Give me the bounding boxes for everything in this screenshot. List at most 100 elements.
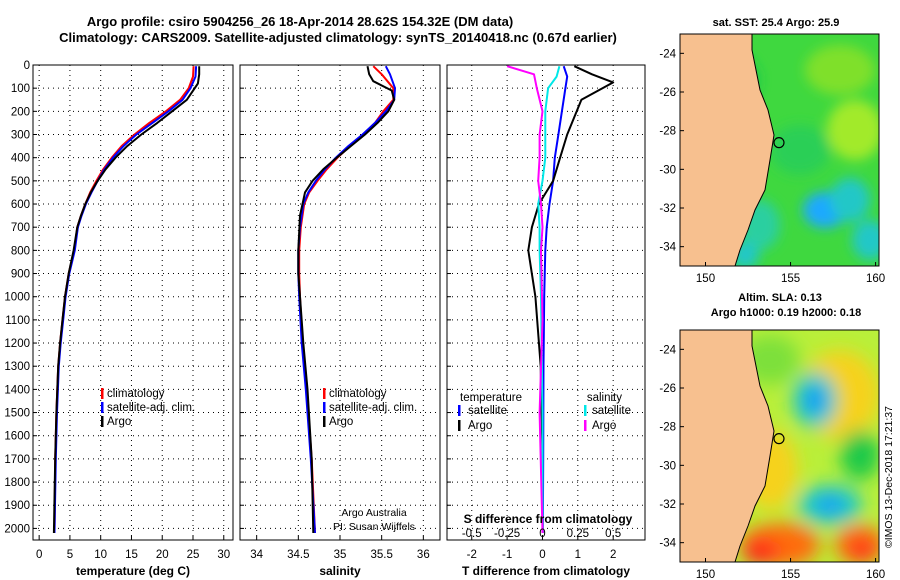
difference-series-t-diff-satellite	[541, 65, 569, 534]
map-x-tick-label: 160	[866, 273, 885, 285]
depth-tick-label: 1600	[4, 431, 30, 443]
legend-swatch	[101, 402, 104, 413]
diff-s-tick-label: -0.5	[462, 528, 482, 540]
legend-swatch	[458, 405, 461, 416]
legend-swatch	[323, 402, 326, 413]
credit-line1: Argo Australia	[341, 507, 407, 519]
sst-land-coast	[680, 34, 775, 266]
map-y-tick-label: -34	[659, 538, 676, 550]
salinity-frame	[239, 64, 441, 541]
depth-tick-label: 300	[11, 130, 30, 142]
legend-t-title: temperature	[460, 392, 522, 404]
sla-float-position-marker	[773, 433, 785, 445]
temperature-x-tick-label: 30	[217, 549, 230, 561]
salinity-x-tick-label: 34	[250, 549, 263, 561]
salinity-x-tick-label: 35	[334, 549, 347, 561]
legend-swatch	[323, 388, 326, 399]
map-x-tick-label: 160	[866, 569, 885, 580]
depth-tick-label: 100	[11, 83, 30, 95]
difference-x-tick-label: 1	[575, 549, 581, 561]
difference-x-label: T difference from climatology	[462, 564, 630, 578]
salinity-x-tick-label: 34.5	[287, 549, 309, 561]
legend-swatch	[101, 416, 104, 427]
difference-x-tick-label: 2	[610, 549, 616, 561]
map-y-tick-label: -24	[659, 344, 676, 356]
salinity-series-climatology	[298, 65, 395, 534]
depth-tick-label: 500	[11, 176, 30, 188]
depth-tick-label: 1500	[4, 408, 30, 420]
depth-tick-label: 900	[11, 269, 30, 281]
credit-line2: PI: Susan Wijffels	[333, 521, 415, 533]
difference-frame	[446, 64, 646, 541]
depth-tick-label: 1300	[4, 361, 30, 373]
temperature-x-tick-label: 5	[67, 549, 73, 561]
depth-tick-label: 200	[11, 106, 30, 118]
legend-item: Argo	[329, 416, 353, 428]
difference-profile-panel: -2 -1 0 1 2 T difference from climatology temp…	[446, 64, 646, 578]
map-y-tick-label: -26	[659, 383, 676, 395]
depth-tick-label: 2000	[4, 523, 30, 535]
temperature-x-tick-label: 15	[125, 549, 138, 561]
depth-tick-label: 1000	[4, 292, 30, 304]
map-y-tick-label: -32	[659, 203, 676, 215]
depth-tick-label: 700	[11, 222, 30, 234]
depth-tick-label: 600	[11, 199, 30, 211]
depth-tick-label: 800	[11, 245, 30, 257]
depth-tick-label: 1700	[4, 454, 30, 466]
diff-s-axis-label: S difference from climatology	[464, 512, 633, 526]
depth-tick-label: 1100	[5, 315, 30, 327]
depth-tick-label: 1200	[4, 338, 30, 350]
sst-map: 150 155 160 -24 -26 -28 -30 -32 -34	[659, 33, 885, 285]
map-x-tick-label: 150	[696, 273, 715, 285]
figure-title-line1: Argo profile: csiro 5904256_26 18-Apr-20…	[87, 14, 513, 29]
legend-swatch	[101, 388, 104, 399]
legend-swatch	[584, 405, 587, 416]
legend-s-item: satellite	[592, 405, 631, 417]
legend-s-title: salinity	[587, 392, 622, 404]
depth-tick-label: 0	[24, 60, 30, 72]
temperature-x-tick-label: 20	[156, 549, 169, 561]
salinity-x-tick-label: 36	[417, 549, 430, 561]
temperature-profile-panel: 0100200300400500600700800900100011001200…	[4, 60, 234, 578]
depth-tick-label: 1800	[4, 477, 30, 489]
sla-map: 150 155 160 -24 -26 -28 -30 -32 -34	[659, 329, 885, 580]
sla-map-title-line2: Argo h1000: 0.19 h2000: 0.18	[711, 307, 861, 319]
salinity-x-tick-label: 35.5	[370, 549, 392, 561]
legend-t-item: Argo	[468, 420, 492, 432]
depth-tick-label: 1400	[4, 384, 30, 396]
legend-item: satellite-adj. clim.	[107, 402, 195, 414]
temperature-x-tick-label: 10	[94, 549, 107, 561]
legend-t-item: satellite	[468, 405, 507, 417]
legend-swatch	[323, 416, 326, 427]
difference-x-tick-label: 0	[539, 549, 545, 561]
map-y-tick-label: -30	[659, 460, 676, 472]
salinity-series-argo	[297, 65, 396, 534]
diff-s-tick-label: -0.25	[494, 528, 520, 540]
temperature-x-tick-label: 0	[36, 549, 42, 561]
legend-swatch	[458, 420, 461, 431]
map-y-tick-label: -32	[659, 499, 676, 511]
depth-tick-label: 1900	[4, 500, 30, 512]
temperature-x-label: temperature (deg C)	[76, 564, 190, 578]
map-x-tick-label: 155	[781, 569, 800, 580]
difference-x-tick-label: -1	[502, 549, 512, 561]
legend-swatch	[584, 420, 587, 431]
sla-land-coast	[680, 330, 775, 562]
sla-map-title-line1: Altim. SLA: 0.13	[738, 292, 822, 304]
temperature-series-satellite-adj-clim-	[53, 66, 198, 534]
legend-item: Argo	[107, 416, 131, 428]
diff-s-tick-label: 0.25	[567, 528, 589, 540]
figure-title-line2: Climatology: CARS2009. Satellite-adjuste…	[59, 30, 617, 45]
temperature-x-tick-label: 25	[187, 549, 200, 561]
map-y-tick-label: -28	[659, 422, 676, 434]
temperature-series-climatology	[53, 66, 195, 534]
difference-series-s-diff-argo	[506, 65, 544, 534]
legend-item: climatology	[329, 388, 387, 400]
legend-item: climatology	[107, 388, 165, 400]
diff-s-tick-label: 0	[539, 528, 545, 540]
salinity-profile-panel: 34 34.5 35 35.5 36 salinity climatology satelli…	[239, 64, 441, 578]
difference-series-t-diff-argo	[527, 65, 615, 533]
sst-map-title: sat. SST: 25.4 Argo: 25.9	[713, 17, 840, 29]
depth-tick-label: 400	[11, 153, 30, 165]
